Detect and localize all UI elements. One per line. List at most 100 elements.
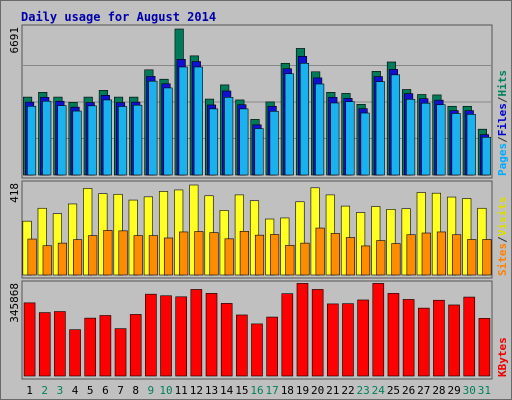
bar-sites-day-18 <box>285 244 295 276</box>
bar-visits-day-30 <box>462 198 472 276</box>
x-tick-label: 15 <box>235 384 248 397</box>
x-tick-label: 26 <box>402 384 415 397</box>
bar-sites-day-10 <box>163 237 174 276</box>
bar-kbytes-day-12 <box>190 289 203 377</box>
bar-kbytes-day-18 <box>281 293 294 377</box>
bar-pages-day-25 <box>390 74 401 176</box>
bar-visits-day-12 <box>189 184 199 276</box>
legend-files: Files <box>496 103 509 136</box>
bar-pages-day-31 <box>481 136 491 176</box>
bar-sites-day-4 <box>73 239 83 276</box>
x-tick-label: 24 <box>372 384 386 397</box>
bar-kbytes-day-1 <box>23 302 36 377</box>
bar-sites-day-16 <box>254 234 265 276</box>
bar-kbytes-day-28 <box>433 299 445 377</box>
x-tick-label: 20 <box>311 384 324 397</box>
bar-sites-day-17 <box>270 234 280 276</box>
bar-pages-day-21 <box>330 102 340 176</box>
bar-kbytes-day-13 <box>205 293 218 377</box>
bar-kbytes-day-11 <box>175 296 187 377</box>
bar-sites-day-14 <box>224 238 234 276</box>
x-tick-label: 18 <box>281 384 294 397</box>
bar-kbytes-day-17 <box>266 316 278 377</box>
bar-sites-day-22 <box>345 237 356 276</box>
bar-visits-day-25 <box>386 209 396 276</box>
x-tick-label: 5 <box>87 384 94 397</box>
bar-pages-day-15 <box>239 108 249 176</box>
bar-sites-day-8 <box>133 235 143 276</box>
bar-pages-day-2 <box>42 100 52 176</box>
series-visits <box>22 184 487 276</box>
legend-visits: Visits <box>496 197 509 237</box>
bar-pages-day-18 <box>284 73 294 176</box>
bar-pages-day-5 <box>87 105 97 176</box>
bar-pages-day-11 <box>178 66 188 176</box>
bar-kbytes-day-15 <box>236 314 248 377</box>
bar-kbytes-day-6 <box>99 315 112 377</box>
bar-pages-day-20 <box>315 83 325 176</box>
bar-sites-day-7 <box>118 230 128 276</box>
bar-sites-day-15 <box>239 230 249 276</box>
bar-pages-day-14 <box>224 97 234 176</box>
bar-kbytes-day-19 <box>296 283 309 377</box>
legend-separator: / <box>496 236 509 243</box>
bar-kbytes-day-14 <box>220 303 233 377</box>
bar-pages-day-23 <box>360 112 370 176</box>
bar-visits-day-23 <box>356 212 366 276</box>
legend-separator: / <box>496 136 509 143</box>
bar-kbytes-day-24 <box>372 283 385 377</box>
legend-sites: Sites <box>496 243 509 276</box>
x-tick-label: 21 <box>326 384 339 397</box>
x-tick-label: 7 <box>117 384 124 397</box>
bar-kbytes-day-10 <box>160 295 172 377</box>
bar-sites-day-25 <box>391 243 401 276</box>
panel-kbytes: 345868 KBytes <box>8 280 509 380</box>
panel-visits: 418 Sites/Visits <box>8 180 509 279</box>
bar-sites-day-11 <box>179 231 189 276</box>
bar-kbytes-day-25 <box>387 293 400 377</box>
x-tick-label: 13 <box>205 384 218 397</box>
chart-title: Daily usage for August 2014 <box>21 10 216 24</box>
bar-sites-day-19 <box>300 242 310 276</box>
bar-kbytes-day-31 <box>478 318 491 377</box>
bar-sites-day-30 <box>467 239 477 276</box>
series-kbytes <box>23 283 491 377</box>
series-sites <box>27 227 492 276</box>
bar-sites-day-21 <box>330 233 340 276</box>
bar-pages-day-29 <box>451 113 461 176</box>
x-tick-label: 12 <box>190 384 203 397</box>
panel-visits-legend: Sites/Visits <box>496 197 509 277</box>
x-tick-label: 14 <box>220 384 234 397</box>
bar-pages-day-19 <box>299 62 310 176</box>
bar-pages-day-28 <box>436 104 446 176</box>
bar-kbytes-day-16 <box>251 323 263 377</box>
x-tick-label: 31 <box>478 384 491 397</box>
panel-kbytes-legend: KBytes <box>496 337 509 377</box>
bar-pages-day-8 <box>133 104 143 176</box>
x-tick-label: 23 <box>357 384 370 397</box>
bar-sites-day-26 <box>406 234 416 276</box>
bar-kbytes-day-4 <box>69 329 81 377</box>
panel-hits-max-label: 6691 <box>8 27 21 54</box>
bar-pages-day-10 <box>163 87 173 176</box>
bar-sites-day-28 <box>436 231 446 276</box>
bar-visits-day-10 <box>158 191 169 276</box>
bar-pages-day-24 <box>375 81 385 176</box>
bar-pages-day-16 <box>254 128 264 176</box>
bar-pages-day-1 <box>27 105 37 176</box>
bar-sites-day-13 <box>209 232 219 276</box>
panel-visits-max-label: 418 <box>8 183 21 203</box>
bar-kbytes-day-22 <box>342 303 354 377</box>
bar-sites-day-2 <box>42 245 52 276</box>
bar-pages-day-13 <box>208 108 219 176</box>
bar-sites-day-9 <box>148 235 158 276</box>
bar-visits-day-19 <box>295 201 305 276</box>
bar-pages-day-9 <box>148 80 158 176</box>
bar-kbytes-day-8 <box>129 314 142 377</box>
x-tick-label: 22 <box>341 384 354 397</box>
x-tick-label: 11 <box>175 384 188 397</box>
x-axis-day-labels: 1 2 3 4 5 6 7 8 9 10 11 12 13 14 15 16 17 18 19 20 21 22 23 24 2… <box>26 384 491 397</box>
